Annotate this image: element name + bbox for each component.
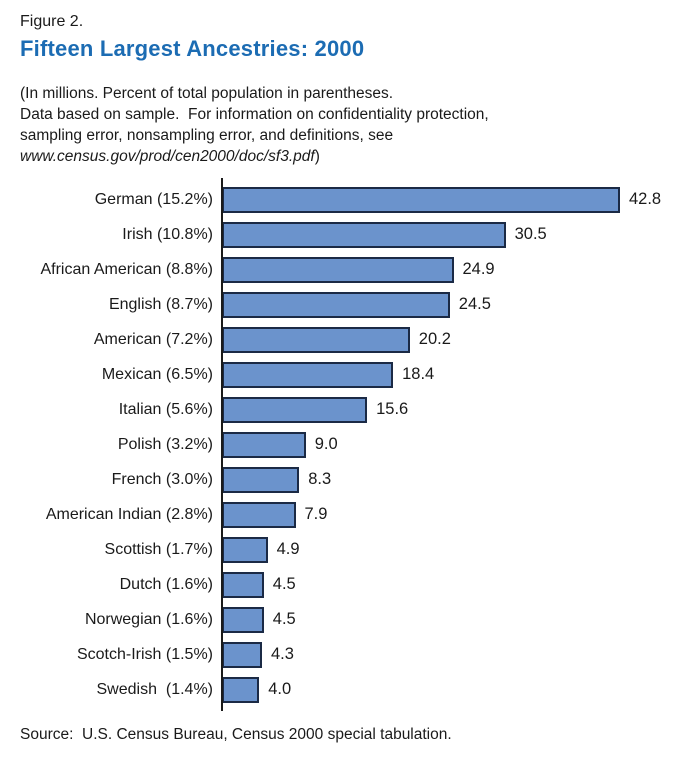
bar-value: 18.4	[402, 365, 435, 383]
figure-label: Figure 2.	[20, 13, 84, 30]
bar-chart: German (15.2%) 42.8 Irish (10.8%) 30.5 Afric…	[20, 178, 670, 711]
bar-value: 4.9	[276, 540, 300, 558]
bar-track: 4.5	[222, 567, 296, 602]
note-url: www.census.gov/prod/cen2000/doc/sf3.pdf	[20, 148, 315, 165]
bar	[222, 396, 368, 423]
bar-value: 9.0	[314, 435, 338, 453]
bar-label: Irish (10.8%)	[122, 225, 213, 243]
bar	[222, 326, 410, 353]
bar	[222, 501, 296, 528]
figure-note: (In millions. Percent of total populatio…	[20, 83, 680, 167]
bar-label: Norwegian (1.6%)	[84, 610, 213, 628]
chart-row: Italian (5.6%) 15.6	[20, 392, 670, 427]
bar-track: 42.8	[222, 182, 661, 217]
bar-track: 24.9	[222, 252, 495, 287]
chart-rows: German (15.2%) 42.8 Irish (10.8%) 30.5 Afric…	[20, 182, 670, 707]
bar-track: 4.0	[222, 672, 291, 707]
bar	[222, 641, 262, 668]
chart-row: German (15.2%) 42.8	[20, 182, 670, 217]
chart-row: Scottish (1.7%) 4.9	[20, 532, 670, 567]
bar-track: 9.0	[222, 427, 338, 462]
note-line-2: Data based on sample. For information on…	[20, 106, 489, 123]
chart-row: Polish (3.2%) 9.0	[20, 427, 670, 462]
chart-row: Swedish (1.4%) 4.0	[20, 672, 670, 707]
note-line-1: (In millions. Percent of total populatio…	[20, 85, 394, 102]
note-line-4: www.census.gov/prod/cen2000/doc/sf3.pdf)	[20, 146, 680, 167]
bar-track: 4.9	[222, 532, 300, 567]
bar-label: Scottish (1.7%)	[104, 540, 213, 558]
chart-row: American Indian (2.8%) 7.9	[20, 497, 670, 532]
bar	[222, 221, 506, 248]
bar-value: 7.9	[304, 505, 328, 523]
chart-row: Norwegian (1.6%) 4.5	[20, 602, 670, 637]
bar-value: 4.0	[268, 680, 292, 698]
bar-track: 30.5	[222, 217, 547, 252]
bar-value: 20.2	[418, 330, 451, 348]
bar-track: 7.9	[222, 497, 327, 532]
chart-row: French (3.0%) 8.3	[20, 462, 670, 497]
bar-value: 24.9	[462, 260, 495, 278]
bar-label: Polish (3.2%)	[117, 435, 213, 453]
bar-label: Scotch-Irish (1.5%)	[76, 645, 213, 663]
bar	[222, 431, 306, 458]
bar	[222, 186, 620, 213]
bar-track: 20.2	[222, 322, 451, 357]
chart-row: Irish (10.8%) 30.5	[20, 217, 670, 252]
note-url-suffix: )	[314, 148, 320, 165]
bar-track: 8.3	[222, 462, 331, 497]
bar-track: 18.4	[222, 357, 434, 392]
bar-label: German (15.2%)	[94, 190, 213, 208]
bar-value: 24.5	[458, 295, 491, 313]
bar-track: 24.5	[222, 287, 491, 322]
bar-value: 4.3	[271, 645, 294, 663]
chart-row: Dutch (1.6%) 4.5	[20, 567, 670, 602]
bar-value: 30.5	[514, 225, 547, 243]
bar-track: 15.6	[222, 392, 408, 427]
bar-label: Mexican (6.5%)	[101, 365, 213, 383]
bar	[222, 571, 264, 598]
bar-label: American Indian (2.8%)	[45, 505, 213, 523]
bar	[222, 676, 260, 703]
note-line-3: sampling error, nonsampling error, and d…	[20, 127, 394, 144]
chart-row: African American (8.8%) 24.9	[20, 252, 670, 287]
bar-label: Dutch (1.6%)	[119, 575, 213, 593]
figure-title: Fifteen Largest Ancestries: 2000	[20, 36, 365, 61]
source-note: Source: U.S. Census Bureau, Census 2000 …	[20, 726, 452, 743]
bar-label: Italian (5.6%)	[118, 400, 213, 418]
bar-label: American (7.2%)	[93, 330, 213, 348]
bar	[222, 466, 300, 493]
bar-track: 4.5	[222, 602, 296, 637]
bar-label: English (8.7%)	[108, 295, 213, 313]
bar-value: 15.6	[376, 400, 409, 418]
bar-label: French (3.0%)	[111, 470, 213, 488]
bar-value: 4.5	[272, 575, 296, 593]
bar-track: 4.3	[222, 637, 294, 672]
bar	[222, 536, 268, 563]
bar-value: 8.3	[308, 470, 332, 488]
y-axis-line	[221, 178, 223, 711]
bar	[222, 606, 264, 633]
chart-row: Mexican (6.5%) 18.4	[20, 357, 670, 392]
bar	[222, 361, 394, 388]
bar-value: 42.8	[629, 190, 662, 208]
bar-value: 4.5	[272, 610, 296, 628]
bar-label: African American (8.8%)	[40, 260, 213, 278]
chart-row: Scotch-Irish (1.5%) 4.3	[20, 637, 670, 672]
chart-row: American (7.2%) 20.2	[20, 322, 670, 357]
bar	[222, 256, 454, 283]
bar	[222, 291, 450, 318]
chart-row: English (8.7%) 24.5	[20, 287, 670, 322]
bar-label: Swedish (1.4%)	[96, 680, 214, 698]
